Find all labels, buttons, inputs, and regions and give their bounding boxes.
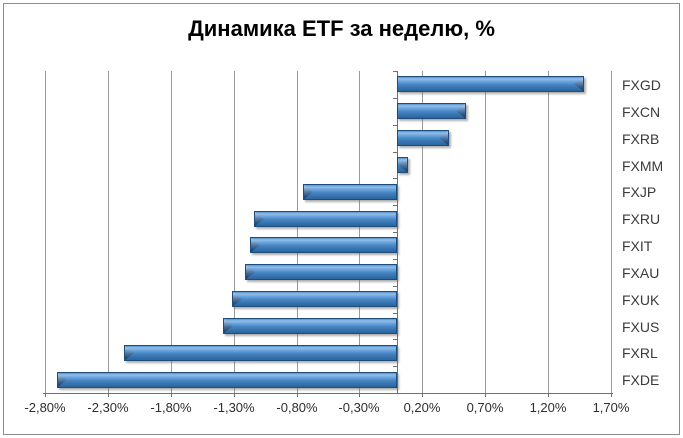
x-axis-tick	[234, 393, 235, 397]
category-axis-tick	[393, 393, 397, 394]
category-label-fxmm: FXMM	[622, 157, 664, 174]
category-axis-tick	[393, 98, 397, 99]
category-label-fxus: FXUS	[622, 318, 660, 335]
x-tick-label: -2,80%	[24, 400, 66, 415]
gridline	[422, 71, 423, 393]
gridline	[548, 71, 549, 393]
category-label-fxcn: FXCN	[622, 103, 661, 120]
category-label-fxuk: FXUK	[622, 291, 660, 308]
x-axis-tick	[422, 393, 423, 397]
gridline	[359, 71, 360, 393]
gridline	[108, 71, 109, 393]
chart-title: Динамика ETF за неделю, %	[188, 16, 495, 41]
x-tick-label: -2,30%	[87, 400, 129, 415]
x-tick-label: 1,20%	[529, 400, 567, 415]
x-axis-tick	[359, 393, 360, 397]
category-axis-tick	[393, 125, 397, 126]
category-label-fxrb: FXRB	[622, 130, 660, 147]
gridline	[611, 71, 612, 393]
x-axis-tick	[611, 393, 612, 397]
bar-fxcn	[397, 103, 466, 119]
x-axis-tick	[485, 393, 486, 397]
bar-fxit	[250, 237, 397, 253]
x-tick-label: -1,30%	[213, 400, 255, 415]
category-axis-tick	[393, 259, 397, 260]
category-axis-tick	[393, 339, 397, 340]
bar-fxgd	[397, 76, 584, 92]
x-axis-tick	[45, 393, 46, 397]
category-label-fxjp: FXJP	[622, 183, 657, 200]
category-axis-tick	[393, 366, 397, 367]
x-tick-label: 1,70%	[592, 400, 630, 415]
gridline	[45, 71, 46, 393]
category-label-fxde: FXDE	[622, 371, 660, 388]
bar-fxuk	[232, 291, 397, 307]
category-axis-tick	[393, 232, 397, 233]
x-tick-label: -0,80%	[276, 400, 318, 415]
category-axis-tick	[393, 313, 397, 314]
bar-fxus	[223, 318, 397, 334]
x-axis-line	[43, 393, 613, 394]
bar-fxau	[245, 264, 397, 280]
bar-fxde	[57, 372, 397, 388]
x-axis-tick	[297, 393, 298, 397]
category-axis-tick	[393, 71, 397, 72]
x-axis-tick	[548, 393, 549, 397]
bar-fxmm	[397, 157, 408, 173]
bar-fxjp	[303, 184, 397, 200]
x-tick-label: 0,70%	[466, 400, 504, 415]
x-tick-label: -1,80%	[150, 400, 192, 415]
gridline	[485, 71, 486, 393]
gridline	[171, 71, 172, 393]
category-axis-tick	[393, 286, 397, 287]
category-label-fxru: FXRU	[622, 210, 661, 227]
x-tick-label: 0,20%	[403, 400, 441, 415]
category-axis-line	[397, 71, 398, 393]
x-tick-label: -0,30%	[338, 400, 380, 415]
bar-fxrl	[124, 345, 397, 361]
gridline	[297, 71, 298, 393]
category-label-fxit: FXIT	[622, 237, 653, 254]
x-axis-tick	[108, 393, 109, 397]
x-axis-tick	[171, 393, 172, 397]
gridline	[234, 71, 235, 393]
category-label-fxgd: FXGD	[622, 76, 661, 93]
category-label-fxau: FXAU	[622, 264, 660, 281]
category-axis-tick	[393, 152, 397, 153]
bar-fxrb	[397, 130, 449, 146]
category-label-fxrl: FXRL	[622, 344, 658, 361]
category-axis-tick	[393, 205, 397, 206]
bar-fxru	[254, 211, 397, 227]
category-axis-tick	[393, 178, 397, 179]
